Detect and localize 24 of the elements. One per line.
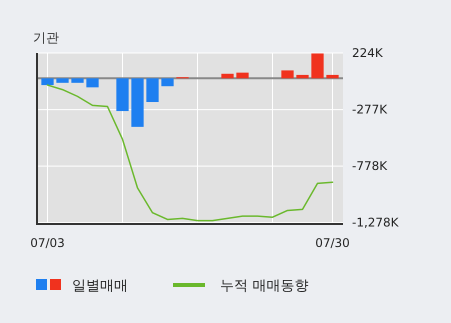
bar [161,78,174,86]
bar [131,78,144,127]
y-tick-label: 224K [352,46,384,60]
x-tick-label: 07/30 [315,236,350,250]
bar [281,70,294,78]
bar [41,78,54,86]
bar [311,53,324,78]
y-tick-label: -277K [352,102,388,117]
y-tick-label: -778K [352,159,388,174]
chart-title: 기관 [33,31,59,46]
y-tick-label: -1,278K [352,216,400,230]
bar [86,78,99,88]
bar [116,78,129,112]
x-tick-label: 07/03 [30,236,65,250]
bar [221,74,234,78]
legend-label: 누적 매매동향 [220,278,308,294]
bar [236,72,249,78]
legend-label: 일별매매 [72,278,128,294]
bar [56,78,69,83]
bar [71,78,84,83]
bar [326,74,339,78]
bar [146,78,159,102]
bar [296,74,309,78]
line-series [46,84,334,222]
